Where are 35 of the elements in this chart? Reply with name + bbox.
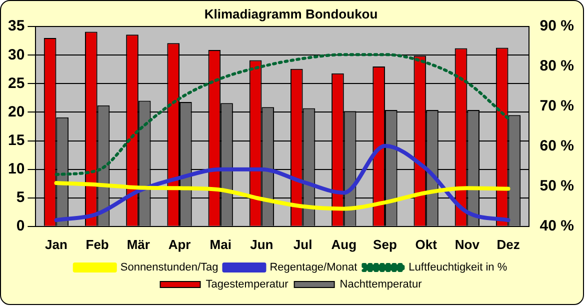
- x-tick-label: Sep: [373, 236, 397, 252]
- line-series: [54, 181, 510, 211]
- y-tick-label: 15: [8, 132, 25, 149]
- x-tick-label: Dez: [496, 236, 520, 252]
- y-tick-label: 25: [8, 74, 25, 92]
- line-series: [54, 53, 510, 176]
- y2-tick-label: 90 %: [540, 18, 574, 35]
- x-tick-label: Jan: [45, 236, 68, 252]
- legend-label: Regentage/Monat: [270, 262, 358, 274]
- x-tick-label: Okt: [415, 236, 438, 252]
- x-tick-label: Aug: [331, 236, 357, 252]
- legend-label: Nachttemperatur: [340, 278, 422, 291]
- y2-tick-label: 50 %: [540, 178, 574, 195]
- x-tick-label: Mai: [210, 236, 232, 252]
- y2-tick-label: 80 %: [540, 58, 574, 75]
- x-tick-label: Jul: [293, 236, 312, 252]
- y-tick-label: 0: [16, 218, 25, 235]
- legend-label: Luftfeuchtigkeit in %: [408, 262, 508, 274]
- chart-title: Klimadiagramm Bondoukou: [204, 6, 378, 22]
- y-tick-label: 5: [16, 189, 25, 206]
- x-tick-label: Apr: [168, 236, 191, 252]
- legend-label: Tagestemperatur: [206, 278, 289, 291]
- line-series: [54, 144, 510, 222]
- x-tick-label: Mär: [126, 236, 150, 252]
- y2-tick-label: 40 %: [540, 218, 574, 235]
- y-tick-label: 35: [8, 18, 25, 35]
- y-tick-label: 30: [8, 46, 25, 64]
- x-tick-label: Jun: [250, 236, 274, 252]
- x-tick-label: Feb: [86, 236, 109, 252]
- y-tick-label: 10: [8, 160, 25, 178]
- y2-tick-label: 70 %: [540, 98, 574, 115]
- legend-label: Sonnenstunden/Tag: [120, 262, 218, 274]
- y2-tick-label: 60 %: [540, 138, 574, 155]
- y-tick-label: 20: [8, 103, 25, 120]
- x-tick-label: Nov: [454, 236, 480, 252]
